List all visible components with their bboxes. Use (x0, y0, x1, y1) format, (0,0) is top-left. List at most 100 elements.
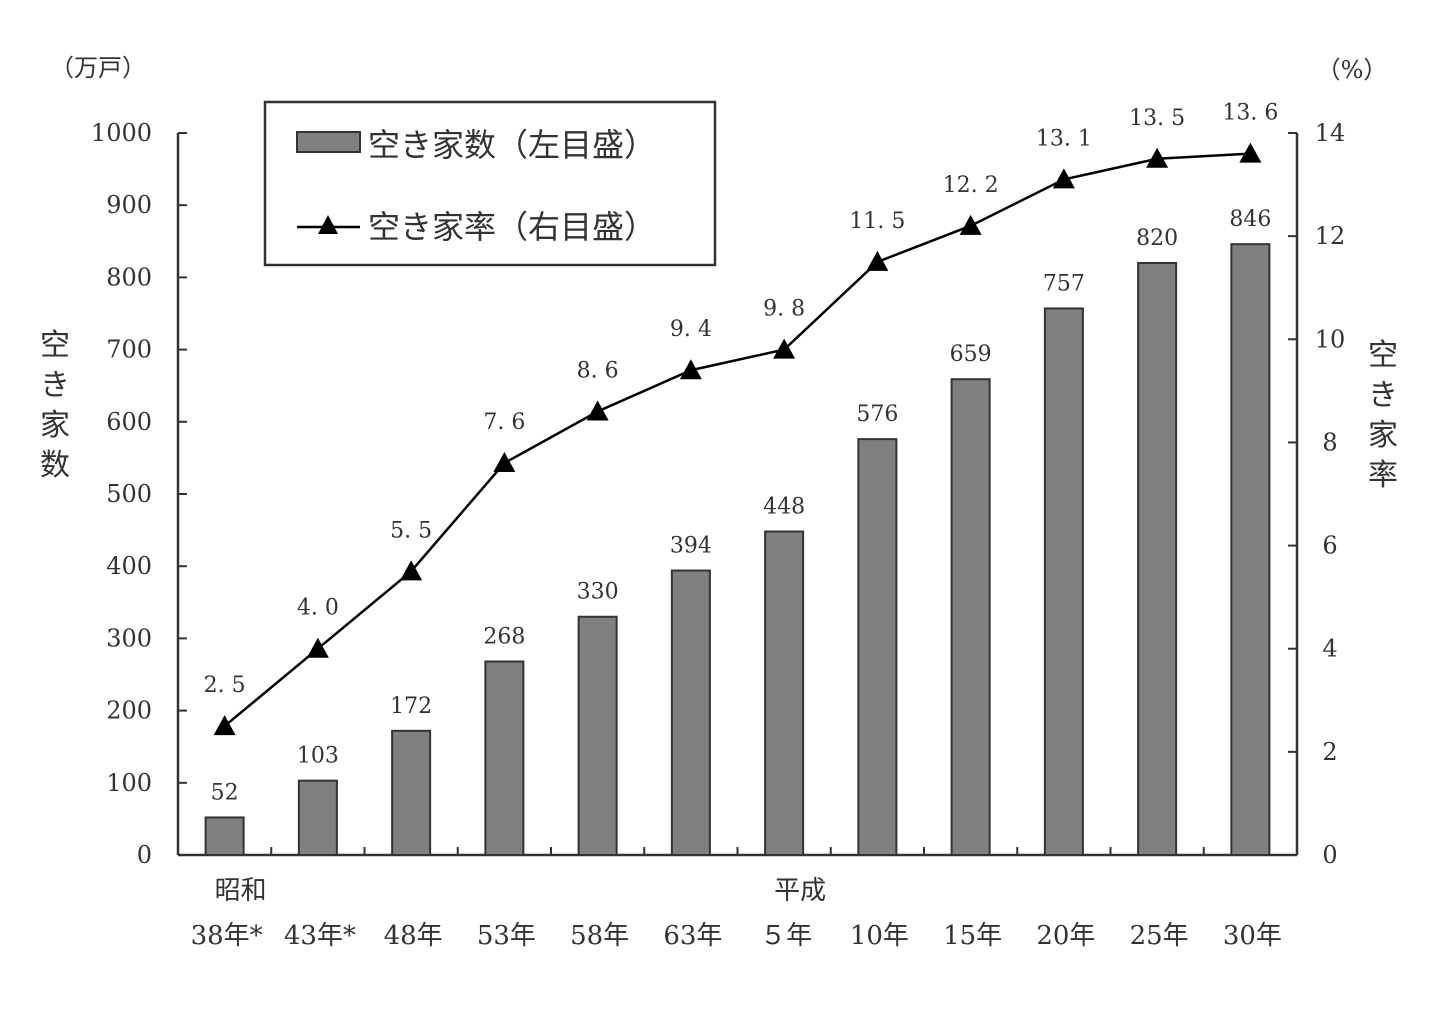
bar-value-label: 846 (1229, 207, 1271, 232)
rate-triangle-marker-icon (1052, 168, 1075, 189)
category-label: 10年 (850, 921, 909, 951)
rate-triangle-marker-icon (400, 560, 423, 581)
rate-value-label: 13. 5 (1129, 106, 1185, 131)
legend: 空き家数（左目盛） 空き家率（右目盛） (263, 100, 717, 267)
rate-triangle-marker-icon (586, 400, 609, 421)
right-tick-label: 4 (1322, 635, 1337, 663)
bar (1137, 261, 1178, 856)
era-label: 平成 (774, 876, 826, 906)
axis-title-glyph: 家 (1368, 418, 1398, 453)
left-tick-label: 700 (106, 336, 152, 364)
rate-value-label: 9. 8 (763, 297, 805, 322)
right-tick-label: 0 (1322, 841, 1337, 869)
right-tick-label: 6 (1322, 532, 1337, 560)
rate-value-label: 7. 6 (483, 410, 525, 435)
category-label: 30年 (1223, 921, 1282, 951)
left-tick-label: 200 (106, 697, 152, 725)
category-label: 20年 (1036, 921, 1095, 951)
axis-title-glyph: き (40, 368, 70, 403)
right-tick-label: 8 (1322, 428, 1337, 456)
rate-value-label: 13. 1 (1036, 126, 1092, 151)
bars-group (204, 243, 1271, 857)
bar-value-label: 576 (856, 402, 898, 427)
right-axis-unit: （%） (1317, 56, 1388, 84)
bar-value-label: 448 (763, 495, 805, 520)
bar-value-label: 394 (670, 534, 712, 559)
axis-title-glyph: き (1368, 378, 1398, 413)
left-tick-label: 100 (106, 769, 152, 797)
rate-triangle-marker-icon (959, 214, 982, 235)
rate-triangle-marker-icon (866, 250, 889, 271)
rate-value-label: 2. 5 (204, 673, 246, 698)
left-tick-label: 1000 (91, 119, 152, 147)
right-tick-label: 2 (1322, 738, 1337, 766)
bar (950, 378, 991, 856)
right-tick-label: 10 (1315, 325, 1346, 353)
rate-triangle-marker-icon (1239, 142, 1262, 163)
era-label: 昭和 (215, 876, 267, 906)
bar (577, 615, 618, 856)
axis-title-glyph: 空 (1368, 338, 1398, 373)
right-tick-label: 14 (1315, 119, 1346, 147)
rate-triangle-marker-icon (493, 452, 516, 473)
bar (484, 660, 525, 857)
rate-value-label: 12. 2 (943, 173, 999, 198)
bar (670, 569, 711, 856)
legend-box (263, 100, 717, 267)
rate-value-label: 5. 5 (390, 518, 432, 543)
rate-value-label: 9. 4 (670, 317, 712, 342)
axes-group: 0 100 200 300 400 500 600 700 800 900 1000 0 2 4 6 8 10 1… (91, 119, 1345, 869)
bar-value-label: 757 (1043, 271, 1085, 296)
rate-value-label: 11. 5 (849, 209, 905, 234)
left-tick-label: 300 (106, 624, 152, 652)
left-tick-label: 900 (106, 191, 152, 219)
axis-title-glyph: 数 (40, 448, 70, 483)
left-tick-label: 500 (106, 480, 152, 508)
axis-title-glyph: 率 (1368, 458, 1398, 493)
bar-value-label: 659 (950, 342, 992, 367)
bar-value-label: 103 (297, 744, 339, 769)
rate-value-label: 13. 6 (1222, 101, 1278, 126)
bar-value-label: 330 (577, 580, 619, 605)
data-labels-group: 52 103 172 268 330 394 448 576 659 757 820 846 2. 5 4… (204, 101, 1279, 806)
category-label: 15年 (943, 921, 1002, 951)
axis-title-glyph: 家 (40, 408, 70, 443)
rate-triangle-marker-icon (679, 359, 702, 380)
bar (204, 816, 245, 856)
legend-line-label: 空き家率（右目盛） (368, 208, 656, 246)
rate-value-label: 8. 6 (577, 358, 619, 383)
category-label: 48年 (384, 921, 443, 951)
left-tick-label: 600 (106, 408, 152, 436)
right-axis-title: 空き家率 (1368, 338, 1398, 493)
category-label: 53年 (477, 921, 536, 951)
left-axis-unit: （万戸） (50, 54, 146, 82)
rate-value-label: 4. 0 (297, 596, 339, 621)
category-label: 25年 (1130, 921, 1189, 951)
category-label: 58年 (570, 921, 629, 951)
rate-line-group (213, 142, 1262, 736)
bar (297, 779, 338, 856)
bar (1230, 243, 1271, 857)
category-label: ５年 (760, 921, 812, 951)
category-label: 63年 (663, 921, 722, 951)
left-axis-title: 空き家数 (40, 328, 70, 483)
category-label: 38年* (191, 921, 263, 951)
category-labels-group: 38年* 43年* 48年 53年 58年 63年 ５年 10年 15年 20年 25年 30年 昭和 平… (191, 876, 1282, 951)
right-tick-label: 12 (1315, 222, 1346, 250)
bar (1043, 307, 1084, 857)
bar-value-label: 172 (390, 694, 432, 719)
bar-value-label: 52 (211, 780, 239, 805)
legend-bar-swatch (296, 131, 361, 153)
rate-triangle-marker-icon (1146, 147, 1169, 168)
rate-line (223, 152, 1251, 728)
bar (391, 729, 432, 856)
bar (764, 530, 805, 856)
bar (857, 438, 898, 856)
rate-triangle-marker-icon (306, 637, 329, 658)
category-label: 43年* (284, 921, 356, 951)
left-tick-label: 800 (106, 263, 152, 291)
left-tick-label: 400 (106, 552, 152, 580)
axis-title-glyph: 空 (40, 328, 70, 363)
